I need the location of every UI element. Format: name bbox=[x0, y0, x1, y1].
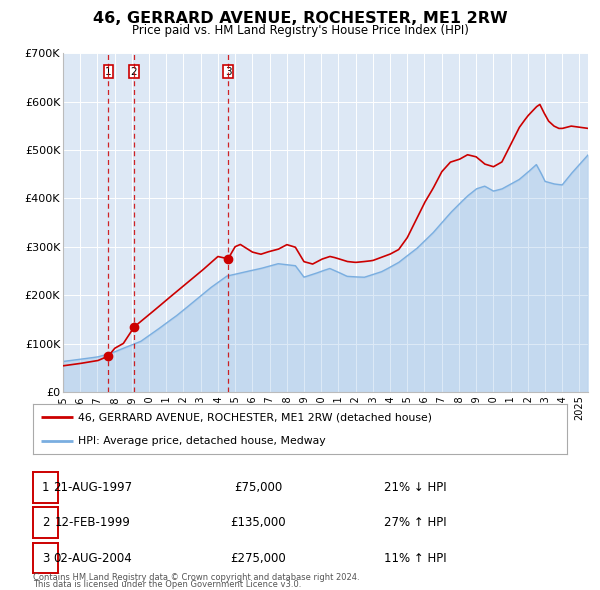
Text: 11% ↑ HPI: 11% ↑ HPI bbox=[384, 552, 446, 565]
Text: 21-AUG-1997: 21-AUG-1997 bbox=[53, 481, 133, 494]
Text: HPI: Average price, detached house, Medway: HPI: Average price, detached house, Medw… bbox=[79, 436, 326, 446]
Text: 27% ↑ HPI: 27% ↑ HPI bbox=[384, 516, 446, 529]
Text: £75,000: £75,000 bbox=[234, 481, 282, 494]
Text: Price paid vs. HM Land Registry's House Price Index (HPI): Price paid vs. HM Land Registry's House … bbox=[131, 24, 469, 37]
Text: 2: 2 bbox=[42, 516, 49, 529]
Text: 02-AUG-2004: 02-AUG-2004 bbox=[53, 552, 133, 565]
Text: 1: 1 bbox=[42, 481, 49, 494]
Text: 46, GERRARD AVENUE, ROCHESTER, ME1 2RW: 46, GERRARD AVENUE, ROCHESTER, ME1 2RW bbox=[92, 11, 508, 25]
Text: 1: 1 bbox=[105, 67, 112, 77]
Text: 12-FEB-1999: 12-FEB-1999 bbox=[55, 516, 131, 529]
Text: 2: 2 bbox=[131, 67, 137, 77]
Text: 46, GERRARD AVENUE, ROCHESTER, ME1 2RW (detached house): 46, GERRARD AVENUE, ROCHESTER, ME1 2RW (… bbox=[79, 412, 433, 422]
Text: 3: 3 bbox=[42, 552, 49, 565]
Text: This data is licensed under the Open Government Licence v3.0.: This data is licensed under the Open Gov… bbox=[33, 580, 301, 589]
Text: 21% ↓ HPI: 21% ↓ HPI bbox=[384, 481, 446, 494]
Text: £135,000: £135,000 bbox=[230, 516, 286, 529]
Text: Contains HM Land Registry data © Crown copyright and database right 2024.: Contains HM Land Registry data © Crown c… bbox=[33, 573, 359, 582]
Text: £275,000: £275,000 bbox=[230, 552, 286, 565]
Text: 3: 3 bbox=[224, 67, 232, 77]
